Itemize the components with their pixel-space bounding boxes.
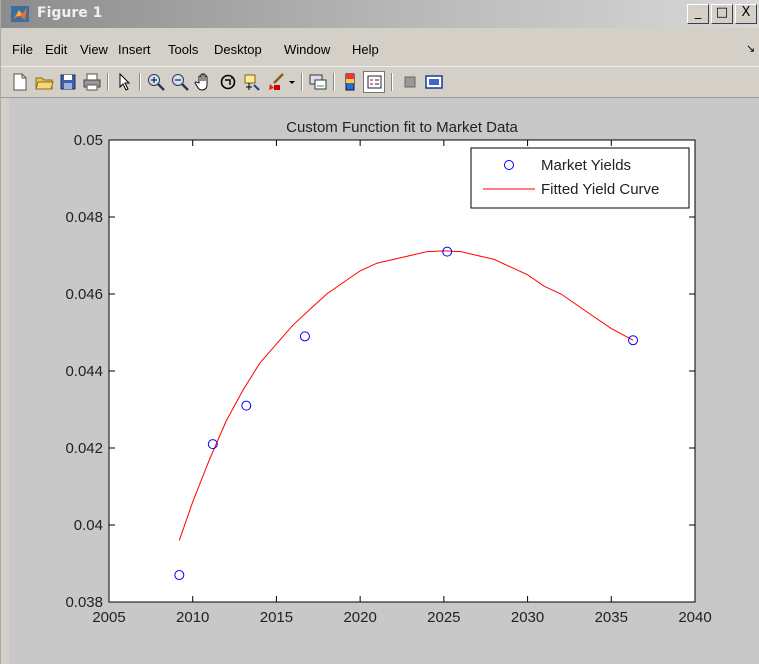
x-tick-label: 2040 [678,609,711,626]
show-plot-tools-icon[interactable] [423,71,445,93]
axis-ticks: 2005 2010 2015 2020 2025 2030 2035 2040 0.038 0.0… [65,132,711,626]
market-yield-point [241,400,252,411]
arrow-pointer-icon[interactable] [113,71,135,93]
menu-overflow-icon[interactable]: ↘ [746,43,756,55]
figure-canvas: Custom Function fit to Market Data 2005 2… [9,98,759,664]
x-tick-label: 2030 [511,609,544,626]
figure-toolbar [1,66,759,98]
menu-edit[interactable]: Edit [45,42,68,57]
dropdown-arrow-icon[interactable] [287,71,297,93]
legend-entry-fitted-curve: Fitted Yield Curve [541,181,659,198]
x-tick-label: 2020 [343,609,376,626]
legend-icon[interactable] [363,71,385,93]
y-tick-label: 0.04 [74,517,103,534]
brush-icon[interactable] [265,71,287,93]
y-tick-label: 0.044 [65,363,103,380]
x-tick-label: 2015 [260,609,293,626]
chart-title: Custom Function fit to Market Data [286,119,518,136]
x-tick-label: 2025 [427,609,460,626]
market-yield-point [299,331,310,342]
y-tick-label: 0.038 [65,594,103,611]
menu-window[interactable]: Window [284,42,331,57]
menu-view[interactable]: View [80,42,108,57]
y-tick-label: 0.046 [65,286,103,303]
matlab-logo-icon [11,6,29,22]
legend-box[interactable]: Market Yields Fitted Yield Curve [470,147,690,209]
y-tick-label: 0.05 [74,132,103,149]
data-cursor-icon[interactable] [241,71,263,93]
market-yield-point [442,246,453,257]
menu-bar: File Edit View Insert Tools Desktop Wind… [1,42,759,64]
legend-frame [470,147,690,209]
x-tick-label: 2035 [595,609,628,626]
link-plot-icon[interactable] [307,71,329,93]
marker-group [174,246,639,581]
save-icon[interactable] [57,71,79,93]
axes-box[interactable] [108,139,696,603]
close-button[interactable]: X [735,4,757,24]
market-yield-point [628,335,639,346]
window-title: Figure 1 [37,5,103,21]
legend-marker-swatch [504,160,514,170]
market-yield-point [207,439,218,450]
zoom-in-icon[interactable] [145,71,167,93]
minimize-button[interactable]: _ [687,4,709,24]
legend-entry-market-yields: Market Yields [541,157,631,174]
menu-file[interactable]: File [12,42,33,57]
x-tick-label: 2005 [92,609,125,626]
rotate-3d-icon[interactable] [217,71,239,93]
colorbar-icon[interactable] [339,71,361,93]
open-folder-icon[interactable] [33,71,55,93]
pan-hand-icon[interactable] [193,71,215,93]
title-bar[interactable]: Figure 1 _ □ X [1,0,759,28]
fit-line-group [178,250,634,541]
menu-desktop[interactable]: Desktop [214,42,262,57]
hide-plot-tools-icon[interactable] [399,71,421,93]
market-yield-point [174,570,185,581]
fitted-yield-curve-line [178,250,634,541]
maximize-button[interactable]: □ [711,4,733,24]
new-file-icon[interactable] [9,71,31,93]
menu-help[interactable]: Help [352,42,379,57]
y-tick-label: 0.048 [65,209,103,226]
zoom-out-icon[interactable] [169,71,191,93]
menu-insert[interactable]: Insert [118,42,151,57]
menu-tools[interactable]: Tools [168,42,199,57]
x-tick-label: 2010 [176,609,209,626]
plot-area[interactable]: Custom Function fit to Market Data 2005 2… [9,98,759,664]
print-icon[interactable] [81,71,103,93]
y-tick-label: 0.042 [65,440,103,457]
